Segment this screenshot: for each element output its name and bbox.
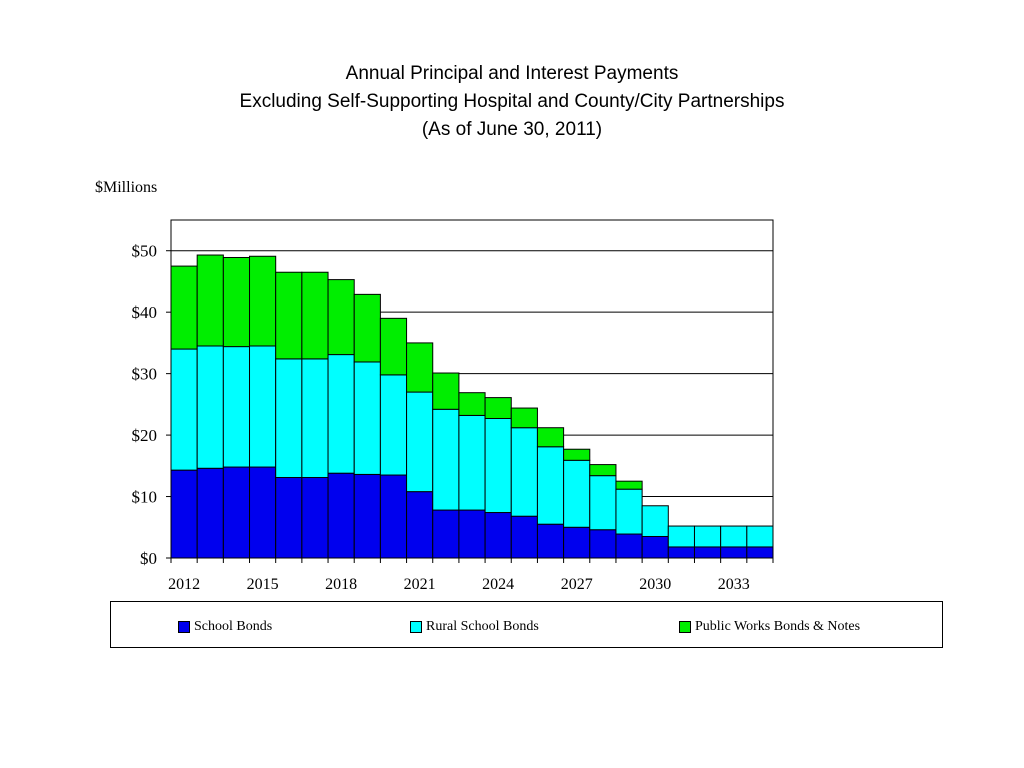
bar-segment-school-bonds-2017 (301, 476, 329, 559)
bar-segment-rural-school-bonds-2022 (432, 408, 460, 511)
bar-segment-school-bonds-2014 (222, 466, 251, 559)
bar-segment-public-works-2017 (301, 271, 329, 360)
bar-segment-school-bonds-2026 (536, 523, 565, 559)
bar-segment-rural-school-bonds-2012 (170, 348, 198, 471)
bar-segment-school-bonds-2019 (353, 473, 381, 559)
bar-segment-public-works-2024 (484, 397, 512, 419)
bar-segment-rural-school-bonds-2015 (249, 345, 277, 468)
bar-segment-rural-school-bonds-2017 (301, 358, 329, 478)
chart-title-line-2: Excluding Self-Supporting Hospital and C… (239, 91, 785, 112)
bar-segment-public-works-2021 (406, 342, 434, 393)
legend-item-school-bonds: School Bonds (178, 619, 272, 635)
bar-segment-school-bonds-2018 (327, 472, 355, 559)
bar-segment-rural-school-bonds-2030 (641, 505, 669, 537)
bar-segment-school-bonds-2027 (563, 526, 591, 559)
x-tick-label: 2015 (247, 576, 279, 593)
legend-label-public-works: Public Works Bonds & Notes (695, 619, 861, 634)
x-tick-label: 2021 (404, 576, 436, 593)
bar-segment-public-works-2029 (615, 480, 643, 490)
legend-swatch-rural-school-bonds (410, 621, 422, 633)
x-tick-label: 2027 (561, 576, 593, 593)
bar-segment-rural-school-bonds-2019 (353, 361, 381, 475)
bar-segment-rural-school-bonds-2018 (327, 354, 355, 474)
bar-segment-school-bonds-2021 (406, 491, 434, 559)
bar-segment-rural-school-bonds-2025 (510, 427, 538, 517)
stacked-bar-chart: $0 $10 $20 $30 $40 $50 2012 2015 2018 2021 2024 202… (132, 219, 774, 593)
legend-label-school-bonds: School Bonds (194, 619, 273, 634)
chart-title-line-1: Annual Principal and Interest Payments (345, 63, 679, 84)
y-tick-label: $50 (132, 242, 158, 261)
bar-segment-rural-school-bonds-2031 (667, 525, 695, 548)
bar-segment-school-bonds-2031 (667, 546, 695, 559)
bar-segment-school-bonds-2016 (275, 476, 303, 559)
legend-label-rural-school-bonds: Rural School Bonds (426, 619, 539, 634)
bars (170, 254, 774, 559)
bar-segment-rural-school-bonds-2021 (406, 391, 434, 493)
y-tick-label: $30 (132, 365, 158, 384)
bar-segment-rural-school-bonds-2014 (222, 346, 251, 468)
chart-title: Annual Principal and Interest Payments E… (0, 60, 1024, 144)
y-axis-units-label: $Millions (95, 179, 158, 196)
bar-segment-public-works-2027 (563, 448, 591, 461)
bar-segment-public-works-2012 (170, 265, 198, 350)
bar-segment-rural-school-bonds-2016 (275, 358, 303, 478)
bar-segment-school-bonds-2024 (484, 512, 512, 559)
x-tick-label: 2024 (482, 576, 514, 593)
x-tick-label: 2030 (639, 576, 671, 593)
x-tick-label: 2012 (168, 576, 200, 593)
bar-segment-rural-school-bonds-2020 (379, 374, 408, 476)
bar-segment-school-bonds-2034 (746, 546, 774, 559)
bar-segment-school-bonds-2020 (379, 474, 408, 559)
legend-swatch-school-bonds (178, 621, 190, 633)
y-tick-label: $10 (132, 488, 158, 507)
y-tick-label: $0 (140, 549, 157, 568)
bar-segment-public-works-2023 (458, 392, 486, 416)
bar-segment-school-bonds-2022 (432, 509, 460, 559)
plot-area-frame (170, 219, 774, 559)
bar-segment-public-works-2014 (222, 256, 251, 348)
bar-segment-rural-school-bonds-2027 (563, 459, 591, 528)
bar-segment-public-works-2018 (327, 279, 355, 356)
y-tick-label: $20 (132, 426, 158, 445)
bar-segment-rural-school-bonds-2034 (746, 525, 774, 548)
bar-segment-school-bonds-2028 (589, 529, 617, 559)
bar-segment-public-works-2016 (275, 271, 303, 360)
bar-segment-public-works-2015 (249, 255, 277, 347)
bar-segment-public-works-2028 (589, 464, 617, 477)
bar-segment-public-works-2020 (379, 317, 408, 376)
bar-segment-school-bonds-2029 (615, 533, 643, 559)
bar-segment-school-bonds-2030 (641, 535, 669, 559)
bar-segment-school-bonds-2033 (720, 546, 748, 559)
axes: $0 $10 $20 $30 $40 $50 2012 2015 2018 2021 2024 202… (132, 242, 774, 593)
bar-segment-school-bonds-2015 (249, 466, 277, 559)
legend: School Bonds Rural School Bonds Public W… (110, 601, 943, 648)
bar-segment-rural-school-bonds-2033 (720, 525, 748, 548)
bar-segment-rural-school-bonds-2013 (196, 345, 224, 469)
chart-title-line-3: (As of June 30, 2011) (421, 119, 603, 140)
bar-segment-public-works-2026 (536, 427, 565, 448)
bar-segment-public-works-2025 (510, 407, 538, 429)
bar-segment-rural-school-bonds-2028 (589, 475, 617, 531)
x-tick-label: 2018 (325, 576, 357, 593)
bar-segment-school-bonds-2013 (196, 467, 224, 559)
legend-item-rural-school-bonds: Rural School Bonds (410, 619, 539, 635)
bar-segment-school-bonds-2023 (458, 509, 486, 559)
bar-segment-rural-school-bonds-2032 (693, 525, 722, 548)
bar-segment-rural-school-bonds-2023 (458, 414, 486, 511)
bar-segment-school-bonds-2032 (693, 546, 722, 559)
bar-segment-public-works-2013 (196, 254, 224, 347)
bar-segment-school-bonds-2025 (510, 515, 538, 559)
bar-segment-rural-school-bonds-2029 (615, 488, 643, 535)
bar-segment-rural-school-bonds-2026 (536, 446, 565, 525)
legend-item-public-works: Public Works Bonds & Notes (679, 619, 860, 635)
y-tick-label: $40 (132, 303, 158, 322)
bar-segment-public-works-2022 (432, 372, 460, 410)
bar-segment-rural-school-bonds-2024 (484, 417, 512, 514)
legend-swatch-public-works (679, 621, 691, 633)
bar-segment-school-bonds-2012 (170, 469, 198, 559)
x-tick-label: 2033 (718, 576, 750, 593)
bar-segment-public-works-2019 (353, 293, 381, 363)
